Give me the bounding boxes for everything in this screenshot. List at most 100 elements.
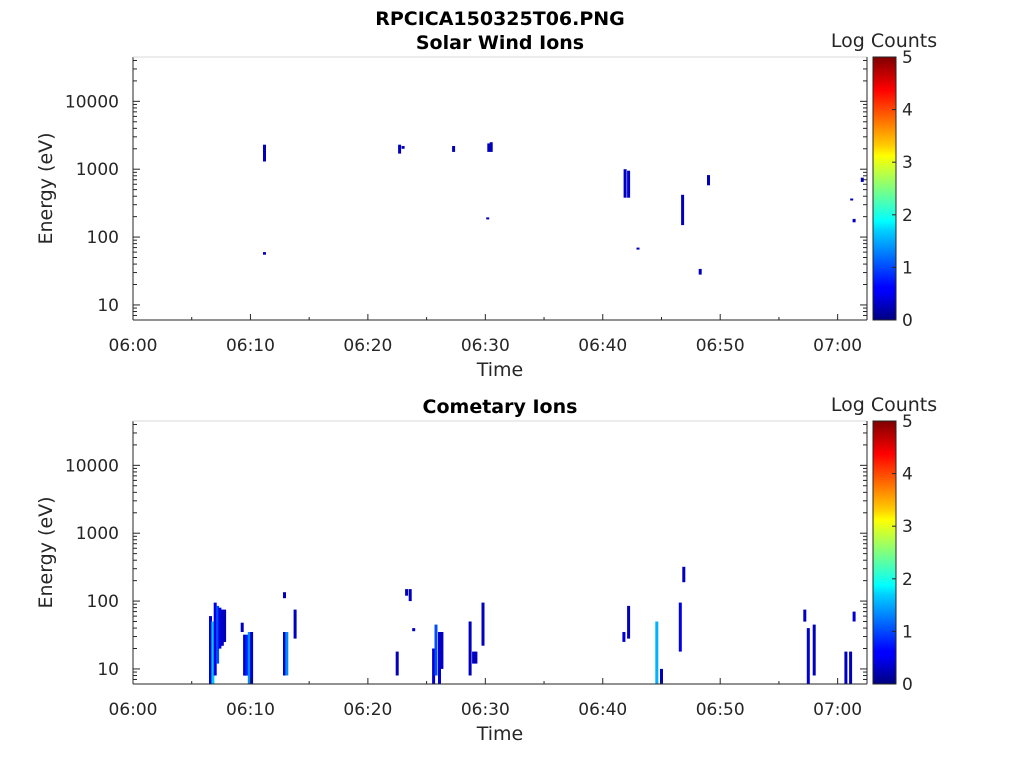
x-tick-label: 06:30 [461, 336, 510, 356]
colorbar-tick-label: 2 [902, 206, 913, 226]
x-axis-label: Time [476, 359, 524, 381]
y-axis-label: Energy (eV) [35, 496, 57, 608]
data-cell [860, 177, 864, 182]
data-cell [806, 628, 810, 684]
data-cell [678, 602, 682, 652]
data-cell [803, 609, 807, 622]
data-cell [218, 607, 222, 649]
data-cell [489, 142, 493, 152]
data-cell [245, 634, 249, 676]
data-cell [438, 632, 441, 684]
cometary-ions-panel: Cometary Ions 06:00 06:10 06:20 06:30 06:40 06… [35, 394, 937, 745]
data-cell [627, 605, 631, 639]
colorbar-tick-label: 2 [902, 570, 913, 590]
data-cell [852, 218, 856, 223]
data-cell [844, 651, 848, 684]
colorbar-tick-label: 3 [902, 517, 913, 537]
y-tick-label: 10000 [65, 92, 119, 112]
data-cell [627, 170, 631, 198]
data-cell [852, 611, 856, 622]
data-cell [655, 621, 659, 684]
data-cell [440, 632, 444, 669]
x-tick-label: 06:40 [578, 700, 627, 720]
data-cell [474, 651, 478, 664]
x-axis-label: Time [476, 723, 524, 745]
data-cell [405, 589, 409, 596]
y-tick-label: 1000 [76, 524, 119, 544]
x-tick-label: 06:50 [696, 700, 745, 720]
data-cell [240, 622, 244, 632]
data-cell [660, 668, 663, 684]
data-cell [434, 624, 438, 676]
data-cell [812, 624, 816, 676]
y-tick-label: 10 [97, 296, 119, 316]
x-tick-label: 06:00 [109, 336, 158, 356]
data-cell [247, 632, 251, 684]
data-cell [283, 592, 286, 599]
panel-title: Solar Wind Ions [416, 32, 584, 54]
data-cell [850, 198, 854, 201]
data-cell [623, 169, 627, 198]
data-cell [263, 144, 266, 162]
data-cell [622, 632, 626, 642]
data-cell [216, 605, 220, 664]
y-tick-label: 100 [87, 228, 119, 248]
x-tick-label: 07:00 [813, 336, 862, 356]
data-cell [481, 602, 485, 646]
x-tick-label: 07:00 [813, 700, 862, 720]
data-cell [209, 616, 212, 684]
data-cell [293, 609, 297, 639]
data-cell [472, 651, 476, 664]
data-cell [395, 651, 399, 676]
colorbar-tick-label: 5 [902, 412, 913, 432]
data-cell [681, 194, 685, 226]
x-tick-label: 06:50 [696, 336, 745, 356]
data-cell [223, 609, 227, 642]
data-cell [707, 175, 710, 186]
data-cell [432, 648, 436, 684]
data-cell [412, 628, 416, 632]
data-cell [398, 144, 402, 154]
colorbar-tick-label: 5 [902, 48, 913, 68]
data-cell [486, 217, 490, 220]
colorbar-label: Log Counts [831, 30, 937, 52]
data-cell [243, 634, 247, 676]
colorbar-tick-label: 3 [902, 153, 913, 173]
figure-title: RPCICA150325T06.PNG [375, 8, 625, 30]
data-cell [285, 632, 289, 676]
data-cell [698, 268, 702, 275]
x-tick-label: 06:20 [343, 336, 392, 356]
x-tick-label: 06:40 [578, 336, 627, 356]
data-cell [408, 589, 412, 602]
colorbar-gradient [872, 420, 897, 685]
panel-title: Cometary Ions [423, 396, 578, 418]
heatmap-cells [263, 142, 864, 275]
data-cell [849, 651, 853, 684]
x-tick-label: 06:10 [226, 336, 275, 356]
data-cell [250, 632, 254, 684]
x-tick-label: 06:00 [109, 700, 158, 720]
y-tick-label: 100 [87, 592, 119, 612]
x-tick-label: 06:20 [343, 700, 392, 720]
x-tick-label: 06:10 [226, 700, 275, 720]
y-tick-label: 10000 [65, 456, 119, 476]
colorbar-tick-label: 4 [902, 101, 913, 121]
solar-wind-ions-panel: Solar Wind Ions 06:00 06:10 06:20 06:30 06:40… [35, 30, 937, 381]
data-cell [468, 621, 472, 676]
colorbar-tick-label: 0 [902, 675, 913, 695]
colorbar-gradient [872, 56, 897, 321]
colorbar-tick-label: 0 [902, 311, 913, 331]
data-cell [213, 602, 217, 676]
data-cell [263, 252, 266, 255]
colorbar-tick-label: 4 [902, 465, 913, 485]
data-cell [211, 621, 215, 684]
heatmap-cells [209, 566, 856, 684]
y-tick-label: 1000 [76, 160, 119, 180]
data-cell [452, 146, 456, 152]
data-cell [401, 146, 405, 149]
data-cell [220, 609, 224, 646]
data-cell [636, 247, 640, 250]
